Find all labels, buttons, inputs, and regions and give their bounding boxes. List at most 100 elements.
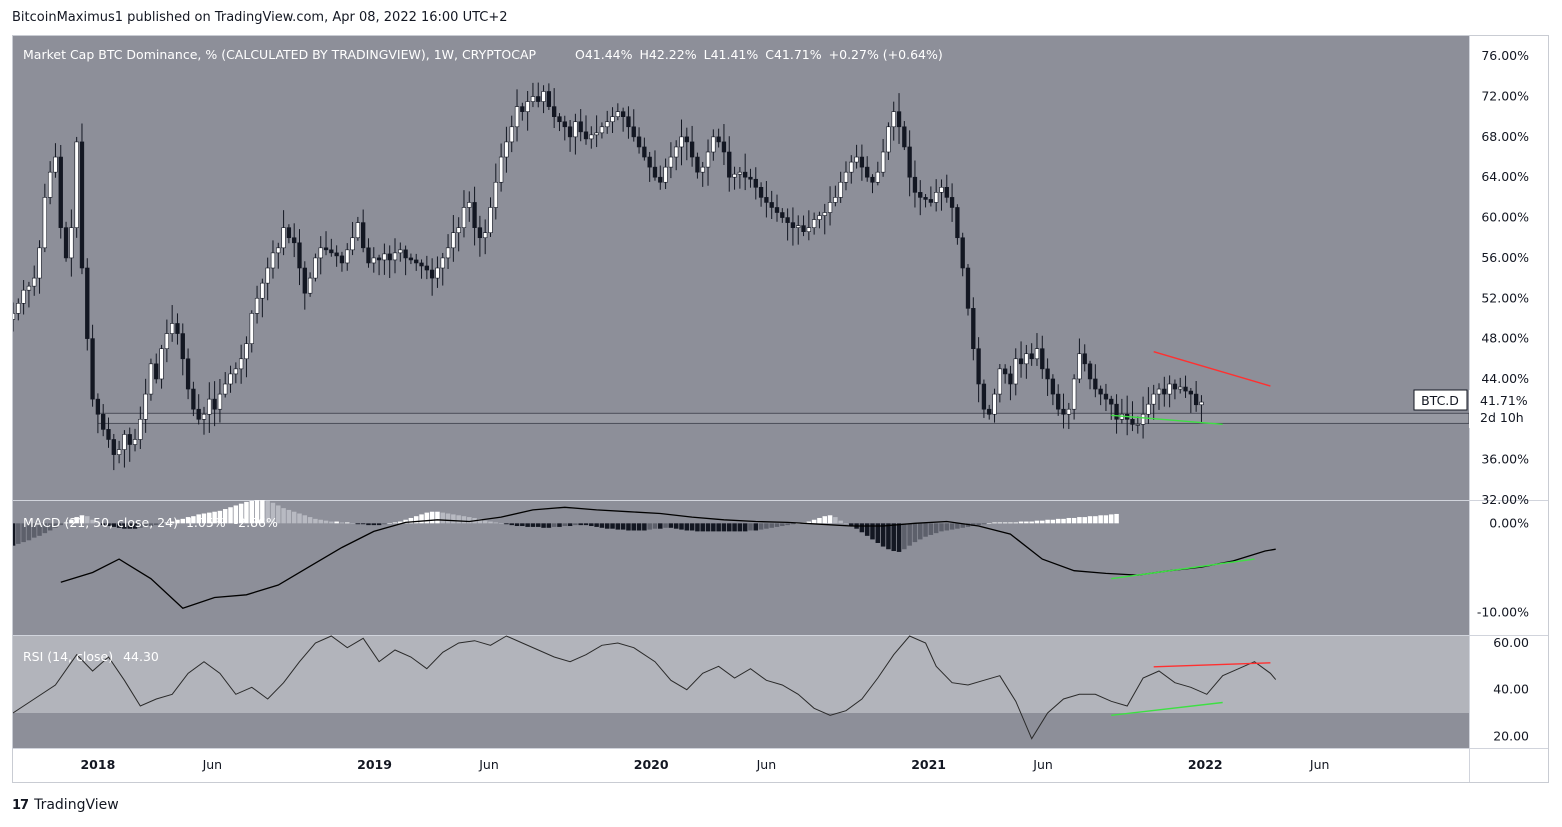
candle[interactable] xyxy=(387,245,392,278)
candle[interactable] xyxy=(748,168,753,188)
candle[interactable] xyxy=(53,143,58,178)
candle[interactable] xyxy=(21,280,26,315)
candle[interactable] xyxy=(122,430,127,468)
candle[interactable] xyxy=(143,378,148,433)
candle[interactable] xyxy=(1050,374,1056,406)
candle[interactable] xyxy=(589,126,594,149)
candle[interactable] xyxy=(764,181,769,218)
candle[interactable] xyxy=(371,247,376,273)
candle[interactable] xyxy=(737,167,743,189)
candle[interactable] xyxy=(976,337,981,403)
candle[interactable] xyxy=(127,427,132,462)
candle[interactable] xyxy=(525,91,530,131)
candle[interactable] xyxy=(79,123,85,275)
candle[interactable] xyxy=(292,223,297,258)
candle[interactable] xyxy=(992,388,997,423)
candle[interactable] xyxy=(610,107,615,133)
candle[interactable] xyxy=(716,128,721,148)
candle[interactable] xyxy=(456,217,461,252)
candle[interactable] xyxy=(498,143,504,192)
candle[interactable] xyxy=(483,219,488,255)
candle[interactable] xyxy=(636,127,642,154)
candle[interactable] xyxy=(965,264,971,316)
candle[interactable] xyxy=(1040,335,1045,379)
candle[interactable] xyxy=(615,103,620,121)
candle[interactable] xyxy=(674,140,679,171)
candle[interactable] xyxy=(520,102,525,121)
candle[interactable] xyxy=(281,210,286,256)
candle[interactable] xyxy=(955,204,960,245)
candle[interactable] xyxy=(780,208,785,223)
candle[interactable] xyxy=(42,183,47,253)
candle[interactable] xyxy=(642,137,647,161)
candle[interactable] xyxy=(509,115,514,153)
candle[interactable] xyxy=(37,240,42,294)
candle[interactable] xyxy=(934,179,939,212)
candle[interactable] xyxy=(806,210,811,241)
candle[interactable] xyxy=(769,190,774,220)
candle[interactable] xyxy=(286,224,292,244)
candle[interactable] xyxy=(774,194,780,222)
candle[interactable] xyxy=(408,253,414,265)
candle[interactable] xyxy=(833,185,838,207)
candle[interactable] xyxy=(472,186,477,246)
candle[interactable] xyxy=(504,126,509,173)
candle[interactable] xyxy=(573,113,578,155)
candle[interactable] xyxy=(95,393,101,434)
candle[interactable] xyxy=(721,124,727,166)
candle[interactable] xyxy=(297,229,302,286)
candle[interactable] xyxy=(1135,416,1140,434)
candle[interactable] xyxy=(307,272,313,297)
candle[interactable] xyxy=(318,236,323,275)
candle[interactable] xyxy=(355,216,361,241)
candle[interactable] xyxy=(944,174,949,203)
candle[interactable] xyxy=(16,298,21,321)
candle[interactable] xyxy=(1193,381,1199,412)
candle[interactable] xyxy=(313,253,318,282)
candle[interactable] xyxy=(1071,374,1077,420)
candle[interactable] xyxy=(196,394,201,425)
candle[interactable] xyxy=(329,238,334,257)
candle[interactable] xyxy=(960,232,965,277)
candle[interactable] xyxy=(1034,333,1040,366)
candle[interactable] xyxy=(796,215,801,245)
candle[interactable] xyxy=(175,313,180,345)
candle[interactable] xyxy=(912,160,918,208)
candle[interactable] xyxy=(1178,377,1183,394)
candle[interactable] xyxy=(626,106,631,139)
candle[interactable] xyxy=(461,190,467,238)
candle[interactable] xyxy=(366,238,371,268)
candle[interactable] xyxy=(493,163,498,220)
candle[interactable] xyxy=(26,281,32,308)
chart-svg[interactable]: 76.00% 72.00% 68.00% 64.00% 60.00% 56.00% 52.0… xyxy=(10,36,1548,783)
candle[interactable] xyxy=(949,183,955,222)
candle[interactable] xyxy=(392,238,398,274)
candle[interactable] xyxy=(488,197,493,237)
candle[interactable] xyxy=(620,107,626,132)
candle[interactable] xyxy=(1082,344,1087,372)
candle[interactable] xyxy=(1093,364,1098,398)
candle[interactable] xyxy=(801,215,806,237)
candle[interactable] xyxy=(1008,365,1013,401)
candle[interactable] xyxy=(865,156,870,182)
candle[interactable] xyxy=(302,261,307,310)
candle[interactable] xyxy=(1077,338,1082,384)
candle[interactable] xyxy=(647,151,652,182)
candle[interactable] xyxy=(743,153,748,191)
candle[interactable] xyxy=(350,221,355,256)
candle[interactable] xyxy=(907,130,912,197)
candle[interactable] xyxy=(854,144,859,169)
candle[interactable] xyxy=(1172,379,1178,400)
candle[interactable] xyxy=(1167,375,1172,408)
candle[interactable] xyxy=(345,243,350,271)
candle[interactable] xyxy=(827,186,833,226)
candle[interactable] xyxy=(541,85,546,114)
candle[interactable] xyxy=(987,404,992,420)
candle[interactable] xyxy=(859,144,865,181)
candle[interactable] xyxy=(1018,341,1024,378)
candle[interactable] xyxy=(583,115,589,145)
candle[interactable] xyxy=(376,254,382,276)
candle[interactable] xyxy=(106,417,111,448)
candle[interactable] xyxy=(663,158,668,190)
candle[interactable] xyxy=(74,136,79,238)
